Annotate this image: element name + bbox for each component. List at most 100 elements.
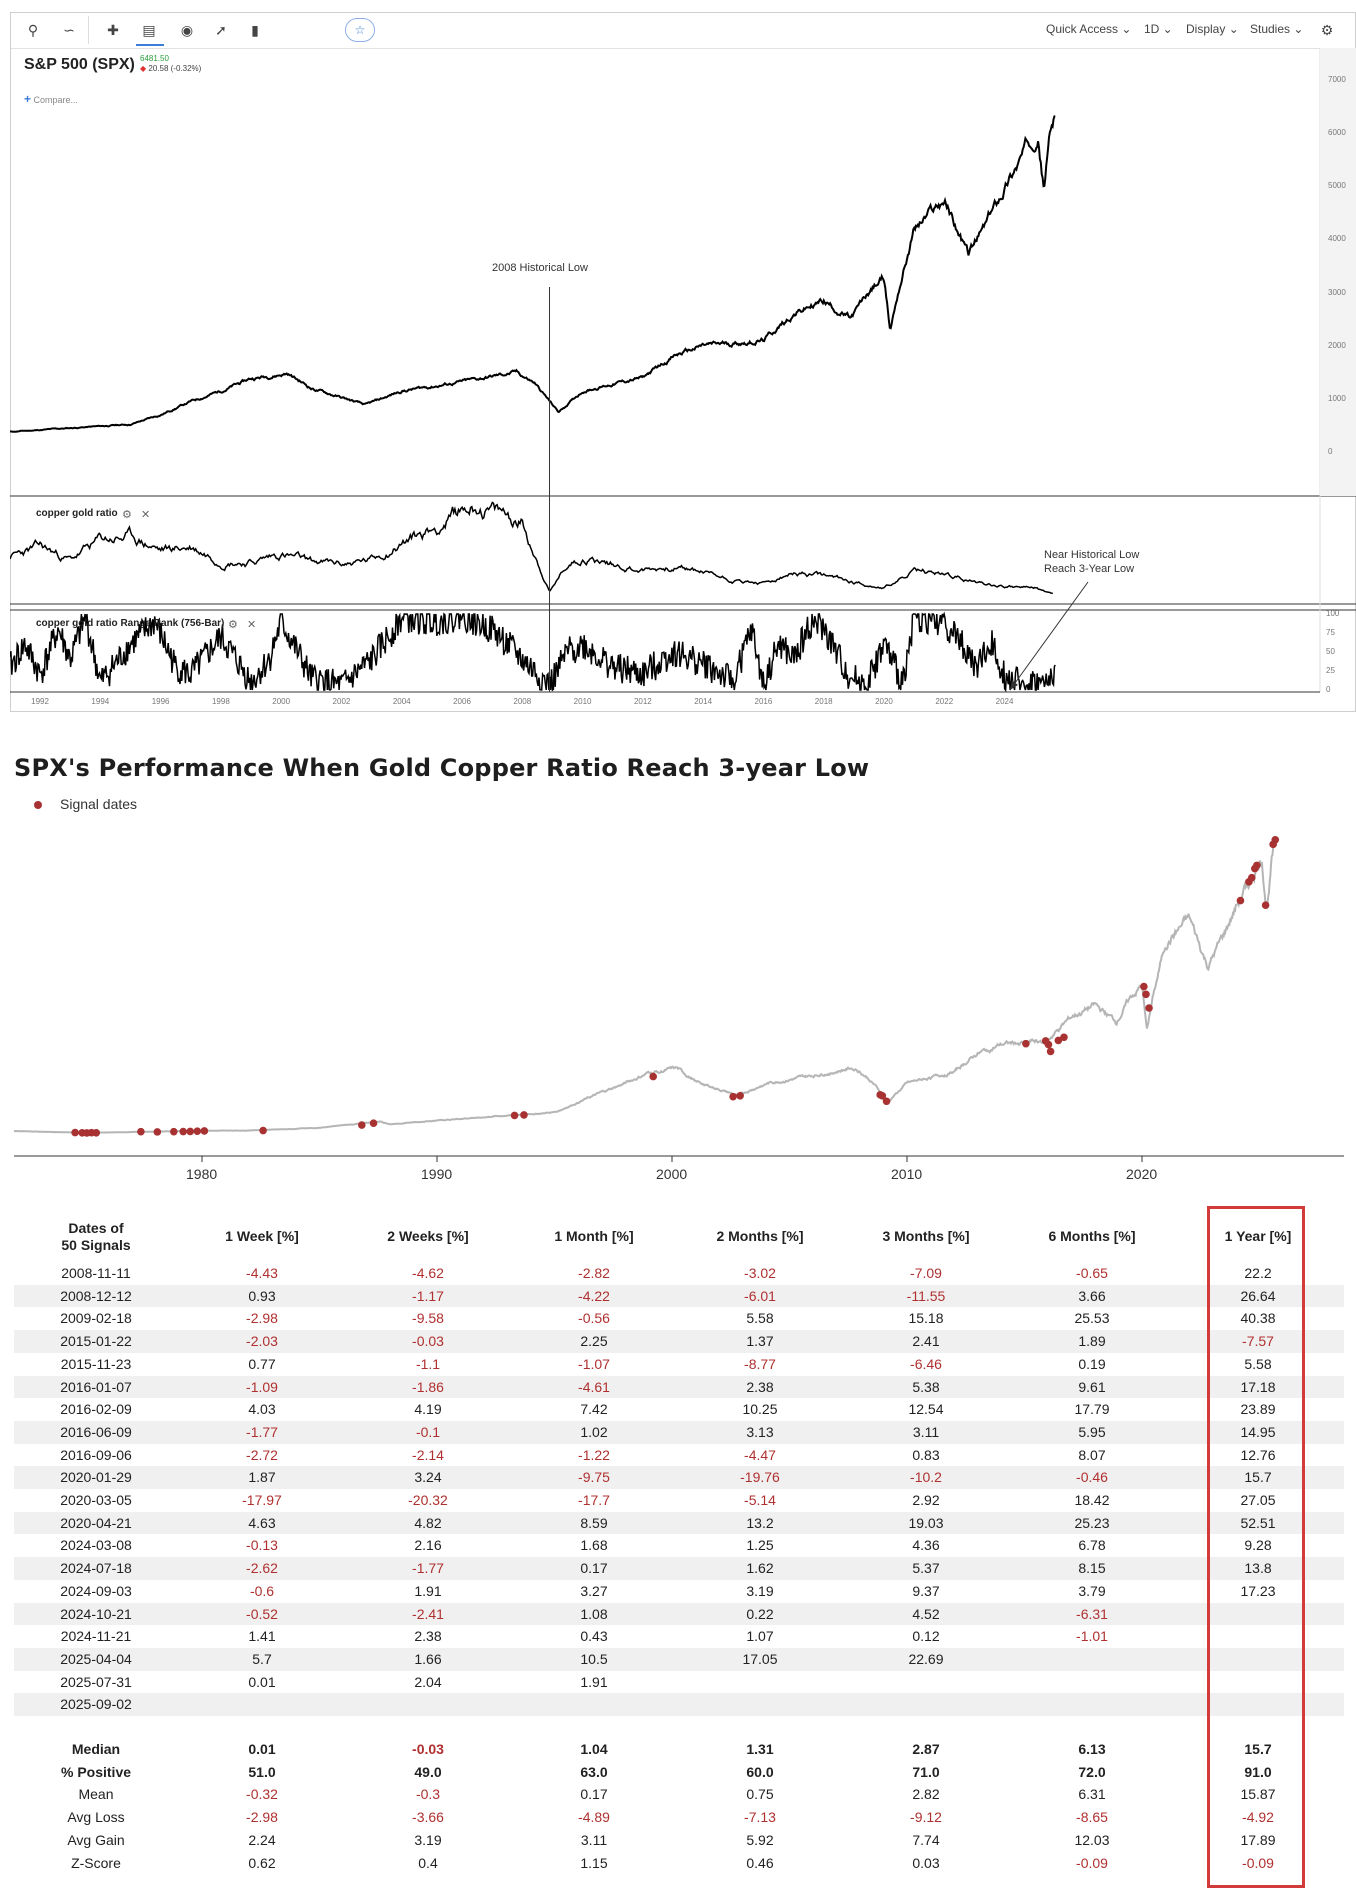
table-cell: 9.61 bbox=[1078, 1378, 1106, 1395]
table-cell: -4.43 bbox=[246, 1265, 278, 1281]
table-cell: 1.04 bbox=[580, 1741, 608, 1757]
table-cell: -4.92 bbox=[1242, 1809, 1274, 1826]
signal-dot-legend-icon bbox=[34, 801, 42, 810]
gear-icon[interactable]: ⚙ bbox=[1320, 22, 1334, 38]
chart2-title: SPX's Performance When Gold Copper Ratio… bbox=[14, 754, 870, 782]
close-icon[interactable]: ✕ bbox=[247, 619, 257, 631]
signal-dot bbox=[736, 1091, 744, 1100]
table-cell: 2015-01-22 bbox=[60, 1333, 132, 1350]
interval-menu[interactable]: 1D ⌄ bbox=[1144, 22, 1173, 36]
table-cell: -0.32 bbox=[246, 1786, 278, 1803]
table-cell: 2.87 bbox=[912, 1741, 940, 1757]
symbol-title: S&P 500 (SPX) bbox=[24, 56, 135, 73]
table-cell: 2.41 bbox=[912, 1333, 940, 1350]
chart2-x-tick: 2020 bbox=[1126, 1166, 1158, 1182]
table-cell: 9.28 bbox=[1244, 1537, 1272, 1554]
table-cell: 2.38 bbox=[414, 1628, 442, 1645]
table-cell bbox=[353, 1693, 503, 1716]
table-cell bbox=[851, 1693, 1001, 1716]
table-cell: 17.18 bbox=[1240, 1378, 1276, 1395]
table-cell: 3.13 bbox=[746, 1423, 774, 1440]
table-cell: 15.7 bbox=[1244, 1741, 1272, 1757]
copper-gold-ratio-line bbox=[10, 501, 1054, 595]
table-cell: -1.07 bbox=[578, 1355, 610, 1372]
signal-dot bbox=[71, 1128, 79, 1137]
display-menu[interactable]: Display ⌄ bbox=[1186, 22, 1239, 36]
table-cell: 3.79 bbox=[1078, 1582, 1106, 1599]
gear-icon[interactable]: ⚙ bbox=[228, 619, 238, 631]
eye-icon[interactable]: ◉ bbox=[180, 22, 194, 38]
signal-dot bbox=[520, 1111, 528, 1119]
table-cell: -0.46 bbox=[1076, 1469, 1108, 1486]
table-row: 2024-10-21 -0.52 -2.41 1.08 0.22 4.52 -6.31 bbox=[14, 1602, 1344, 1626]
table-cell: 1.91 bbox=[414, 1582, 442, 1599]
table-cell: 5.37 bbox=[912, 1560, 940, 1577]
studies-menu[interactable]: Studies ⌄ bbox=[1250, 22, 1304, 36]
table-row: 2025-07-31 0.01 2.04 1.91 bbox=[14, 1671, 1344, 1694]
table-cell: -2.72 bbox=[246, 1446, 278, 1463]
table-cell: -7.13 bbox=[744, 1809, 776, 1826]
table-cell: 17.23 bbox=[1240, 1582, 1276, 1599]
signal-dot bbox=[1046, 1047, 1055, 1056]
table-cell: 8.15 bbox=[1078, 1560, 1106, 1577]
signal-dot bbox=[510, 1111, 519, 1120]
toolbar-divider bbox=[88, 16, 89, 44]
crosshair-icon[interactable]: ✚ bbox=[107, 22, 119, 38]
top-x-tick: 2002 bbox=[332, 697, 351, 706]
table-cell: 4.52 bbox=[912, 1605, 940, 1622]
table-cell: -2.82 bbox=[578, 1265, 610, 1281]
table-cell bbox=[519, 1693, 669, 1716]
table-row: 2008-11-11 -4.43 -4.62 -2.82 -3.02 -7.09 -0.65… bbox=[14, 1262, 1344, 1285]
trendline-icon[interactable]: ∽ bbox=[63, 22, 75, 38]
table-cell bbox=[1183, 1671, 1333, 1694]
table-cell: Z-Score bbox=[71, 1854, 121, 1871]
near-low-arrow bbox=[1009, 581, 1089, 691]
table-cell: 17.05 bbox=[742, 1650, 778, 1667]
quick-access-menu[interactable]: Quick Access ⌄ bbox=[1046, 22, 1132, 36]
table-cell: -17.7 bbox=[578, 1492, 610, 1508]
table-cell: -3.66 bbox=[412, 1809, 444, 1826]
table-cell: 8.59 bbox=[580, 1514, 608, 1531]
table-cell: 2016-01-07 bbox=[60, 1378, 132, 1395]
table-cell: 4.36 bbox=[912, 1537, 940, 1554]
table-cell: -4.61 bbox=[578, 1378, 610, 1395]
table-row: 2016-09-06 -2.72 -2.14 -1.22 -4.47 0.83 8.07 12… bbox=[14, 1444, 1344, 1467]
table-cell: 2.16 bbox=[414, 1537, 442, 1554]
signal-dot bbox=[193, 1127, 202, 1135]
pin-icon[interactable]: ➚ bbox=[215, 22, 227, 38]
table-cell bbox=[1017, 1693, 1167, 1716]
table-cell: 1.25 bbox=[746, 1537, 774, 1554]
table-row: 2015-01-22 -2.03 -0.03 2.25 1.37 2.41 1.89 -7.5… bbox=[14, 1330, 1344, 1353]
search-icon[interactable]: ⚲ bbox=[27, 22, 39, 38]
signal-dot bbox=[200, 1127, 209, 1135]
signal-dot bbox=[878, 1091, 887, 1100]
top-x-tick: 2006 bbox=[453, 697, 471, 706]
table-cell: -9.75 bbox=[578, 1469, 610, 1486]
favorite-star-button[interactable]: ☆ bbox=[345, 18, 375, 42]
signal-dot bbox=[1142, 990, 1150, 999]
table-cell: 2024-11-21 bbox=[60, 1628, 132, 1645]
drawing-tools-icon[interactable]: ▤ bbox=[142, 22, 156, 38]
candlestick-icon[interactable]: ▮ bbox=[251, 22, 259, 38]
summary-row: Median 0.01 -0.03 1.04 1.31 2.87 6.13 15.7 bbox=[14, 1738, 1344, 1761]
table-cell: 2009-02-18 bbox=[60, 1310, 132, 1327]
table-cell: 0.22 bbox=[746, 1605, 774, 1622]
gear-icon[interactable]: ⚙ bbox=[122, 509, 132, 521]
table-cell: 0.46 bbox=[746, 1854, 774, 1871]
active-tool-indicator bbox=[136, 44, 164, 46]
table-cell: 0.43 bbox=[580, 1628, 608, 1645]
table-cell: 9.37 bbox=[912, 1582, 940, 1599]
top-x-tick: 2008 bbox=[513, 697, 532, 706]
table-cell: 2.04 bbox=[414, 1673, 442, 1690]
top-x-tick: 2014 bbox=[694, 697, 713, 706]
rank-y-tick: 0 bbox=[1326, 685, 1331, 694]
table-cell: 15.18 bbox=[908, 1310, 944, 1327]
signal-dot bbox=[137, 1127, 145, 1136]
table-row: 2020-04-21 4.63 4.82 8.59 13.2 19.03 25.23 52.5… bbox=[14, 1511, 1344, 1535]
legend-label: Signal dates bbox=[60, 796, 138, 812]
close-icon[interactable]: ✕ bbox=[141, 509, 151, 521]
table-cell: 0.77 bbox=[248, 1355, 276, 1372]
table-cell: -4.47 bbox=[744, 1446, 776, 1463]
compare-link[interactable]: + Compare... bbox=[24, 92, 79, 106]
table-cell: 0.12 bbox=[912, 1628, 940, 1645]
